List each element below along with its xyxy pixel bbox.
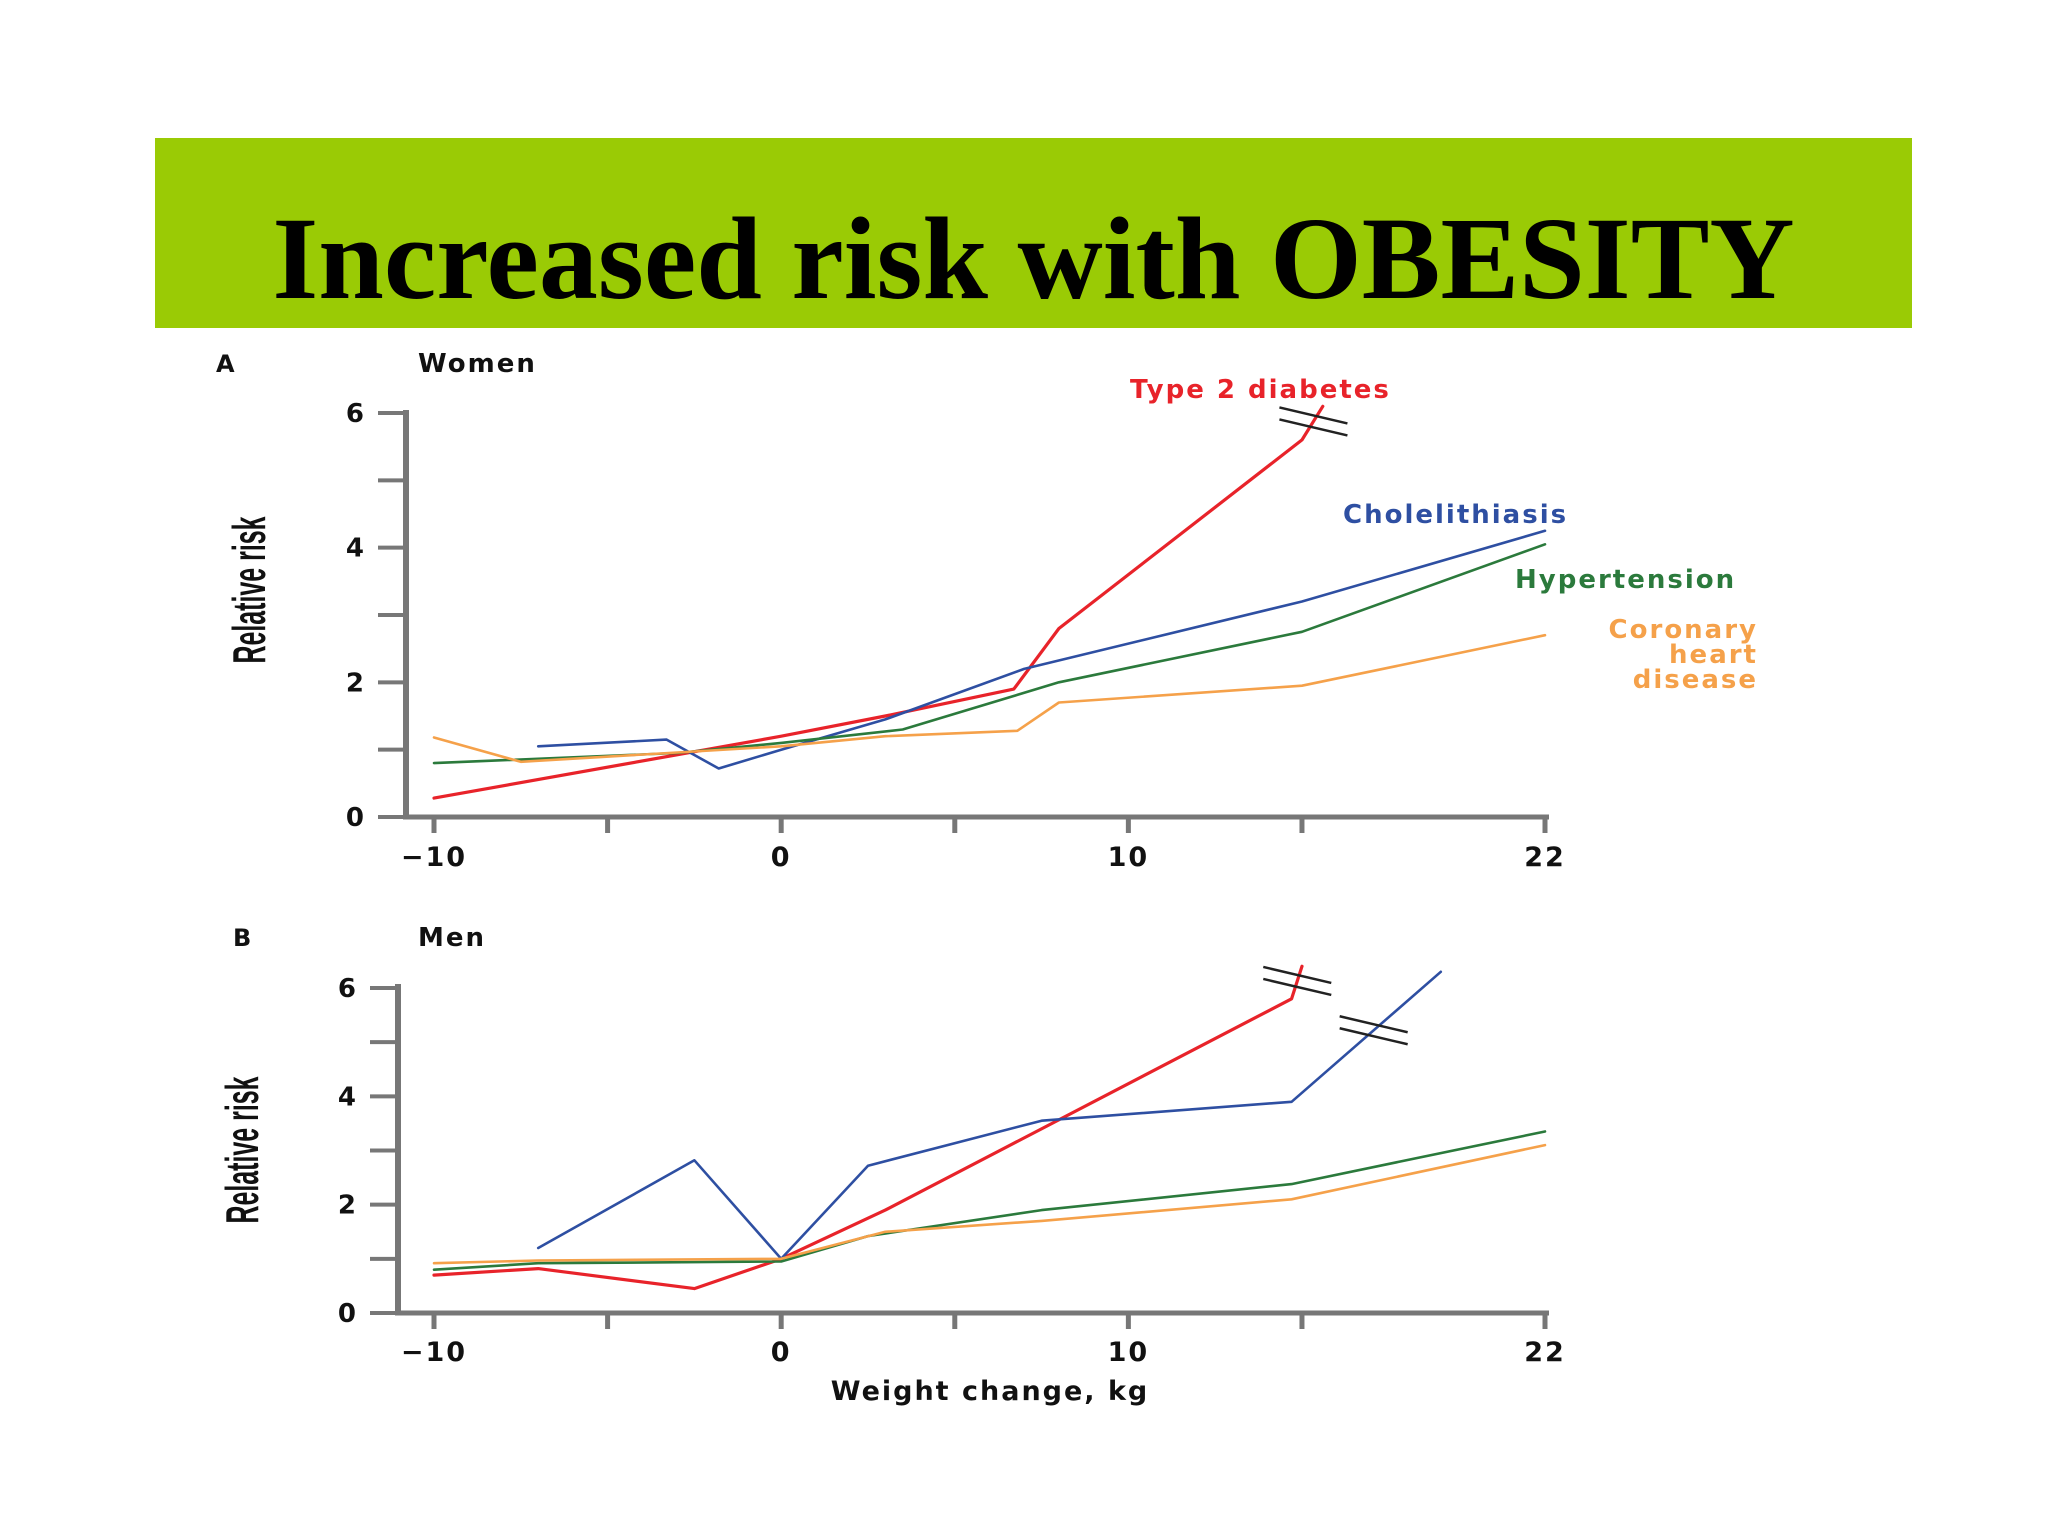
panel-b-letter: B bbox=[233, 924, 251, 952]
panel-b-series-series-3-line bbox=[432, 1130, 1547, 1271]
panel-a-title: Women bbox=[418, 349, 537, 379]
panel-a-series-coronary-heart-disease-label: disease bbox=[1633, 665, 1758, 695]
panel-a-series-hypertension-label: Hypertension bbox=[1515, 565, 1736, 595]
panel-b-y-axis-label: Relative risk bbox=[216, 1076, 268, 1223]
panel-a-series-hypertension-line bbox=[432, 542, 1547, 765]
panel-a-y-tick-label: 2 bbox=[346, 668, 364, 698]
panel-b-x-axis-label: Weight change, kg bbox=[831, 1376, 1150, 1407]
panel-a-series-cholelithiasis-label: Cholelithiasis bbox=[1343, 500, 1568, 530]
panel-a-x-tick-label: 0 bbox=[771, 842, 792, 873]
title-banner: Increased risk with OBESITY bbox=[155, 138, 1912, 328]
panel-b-series-series-2-line bbox=[536, 970, 1443, 1261]
panel-a-x-tick-label: −10 bbox=[401, 842, 467, 873]
panel-b-series-series-4-line bbox=[432, 1143, 1547, 1265]
panel-a-y-tick-label: 4 bbox=[346, 534, 364, 564]
panel-a-y-tick-label: 0 bbox=[346, 803, 364, 833]
page-title: Increased risk with OBESITY bbox=[272, 193, 1795, 324]
panel-b-title: Men bbox=[418, 923, 486, 953]
panel-b-y-tick-label: 4 bbox=[338, 1082, 356, 1112]
panel-b-y-tick-label: 6 bbox=[338, 974, 356, 1004]
panel-a-x-tick-label: 10 bbox=[1108, 842, 1150, 873]
panel-a-letter: A bbox=[216, 350, 235, 378]
panel-b-y-tick-label: 2 bbox=[338, 1191, 356, 1221]
panel-a-series-type-2-diabetes-break-mark bbox=[1279, 406, 1348, 425]
panel-a-series-type-2-diabetes-line bbox=[432, 404, 1325, 800]
panel-a-x-tick-label: 22 bbox=[1524, 842, 1566, 873]
panel-a-series-coronary-heart-disease-label: heart bbox=[1669, 640, 1758, 670]
panel-a-series-coronary-heart-disease-line bbox=[432, 633, 1547, 764]
panel-a-series-coronary-heart-disease-label: Coronary bbox=[1609, 615, 1758, 645]
panel-b-x-tick-label: 0 bbox=[771, 1337, 792, 1368]
panel-a-y-axis-label: Relative risk bbox=[223, 516, 275, 663]
panel-a-series-cholelithiasis-line bbox=[536, 529, 1547, 770]
panel-b-series-series-2-break-mark bbox=[1339, 1015, 1408, 1034]
panel-a-series-type-2-diabetes-label: Type 2 diabetes bbox=[1130, 375, 1391, 405]
panel-b-y-tick-label: 0 bbox=[338, 1299, 356, 1329]
panel-b-series-series-2-break-mark bbox=[1339, 1027, 1408, 1046]
panel-b-x-tick-label: 10 bbox=[1108, 1337, 1150, 1368]
panel-b-series-series-1-break-mark bbox=[1262, 977, 1332, 997]
panel-b-x-tick-label: 22 bbox=[1524, 1337, 1566, 1368]
panel-b-series-series-1-line bbox=[432, 964, 1304, 1291]
panel-a-series-type-2-diabetes-break-mark bbox=[1279, 418, 1348, 437]
panel-b-series-series-1-break-mark bbox=[1262, 965, 1332, 985]
panel-b-x-tick-label: −10 bbox=[401, 1337, 467, 1368]
panel-a-y-tick-label: 6 bbox=[346, 399, 364, 429]
